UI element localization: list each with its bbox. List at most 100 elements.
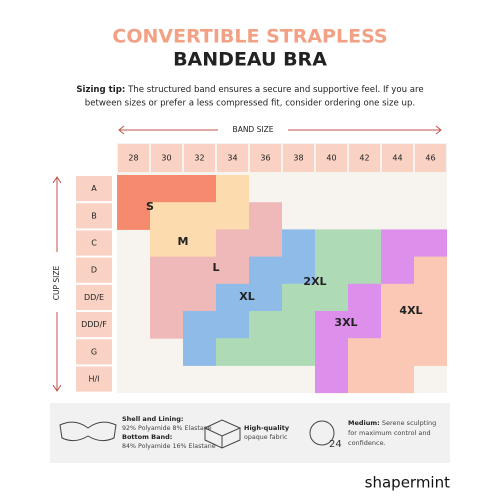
band-size: 34 [227, 154, 237, 163]
band-size: 42 [359, 154, 369, 163]
fabric-icon [203, 419, 242, 449]
tip-text: The structured band ensures a secure and… [127, 85, 424, 95]
cup-cell [76, 339, 112, 365]
shell-label: Shell and Lining: [122, 415, 183, 423]
size-region [183, 338, 216, 366]
tip-label: Sizing tip: [76, 85, 125, 95]
size-region [216, 175, 249, 203]
size-grid: 28 30 32 34 36 38 40 42 44 46 A B C D DD/E DDD/F G H/I S M L… [76, 144, 447, 394]
cup-size-label: CUP SIZE [52, 265, 61, 300]
medium-line1: Medium: Serene sculpting [348, 419, 436, 427]
icon-number: 24 [329, 439, 342, 450]
cup-size: C [91, 239, 97, 248]
band-size: 46 [425, 154, 435, 163]
footer-box [50, 403, 450, 463]
band-cell [415, 144, 446, 172]
title-line2: BANDEAU BRA [173, 49, 327, 71]
band-size: 36 [260, 154, 270, 163]
size-label: XL [239, 290, 255, 303]
band-cell [184, 144, 215, 172]
band-label: Bottom Band: [122, 433, 172, 441]
size-region [348, 365, 414, 394]
bra-icon [59, 421, 117, 442]
size-label: 3XL [334, 316, 357, 329]
size-region [381, 256, 414, 285]
size-region [315, 256, 381, 285]
size-region [249, 311, 315, 339]
cup-size: DD/E [84, 293, 104, 302]
medium-label: Medium: [348, 419, 380, 427]
size-region [183, 311, 249, 339]
cup-cell [76, 230, 112, 256]
fabric-text: opaque fabric [244, 434, 288, 441]
size-label: S [146, 200, 154, 213]
size-label: L [212, 261, 219, 274]
label-bg [51, 252, 63, 312]
band-cell [283, 144, 314, 172]
size-region [282, 283, 348, 312]
size-region [315, 338, 348, 366]
clock-icon [309, 420, 335, 446]
size-region [414, 256, 447, 285]
size-region [249, 202, 282, 230]
cup-cell [76, 176, 112, 202]
size-region [150, 311, 183, 339]
size-label: M [178, 235, 189, 248]
medium-line2: for maximum control and [348, 429, 431, 437]
size-region [348, 283, 381, 312]
band-arrow-heads [118, 125, 442, 135]
size-region [216, 283, 282, 312]
band-size: 30 [161, 154, 171, 163]
band-text: 84% Polyamide 16% Elastane [122, 443, 216, 450]
size-region [150, 283, 216, 312]
cup-arrow-heads [52, 176, 62, 392]
cup-size: G [91, 347, 97, 356]
band-size-label: BAND SIZE [233, 125, 274, 134]
cup-cell [76, 312, 112, 338]
cup-cell [76, 366, 112, 392]
size-region [315, 311, 381, 339]
size-region [381, 311, 447, 339]
label-bg [218, 124, 288, 136]
band-cell [349, 144, 380, 172]
shell-text: 92% Polyamide 8% Elastane [122, 425, 212, 432]
size-region [150, 229, 216, 258]
size-region [150, 256, 249, 285]
size-region [150, 202, 249, 230]
band-cell [151, 144, 182, 172]
size-region [117, 175, 216, 203]
size-label: 4XL [399, 304, 422, 317]
cup-cell [76, 257, 112, 283]
cup-cell [76, 203, 112, 229]
band-size: 38 [293, 154, 303, 163]
fabric-label: High-quality [244, 424, 290, 432]
cup-size: H/I [88, 375, 99, 384]
brand: shapermint [365, 474, 450, 492]
cup-cell [76, 284, 112, 310]
band-size: 40 [326, 154, 336, 163]
size-region [216, 229, 282, 258]
band-size: 44 [392, 154, 402, 163]
size-label: 2XL [303, 275, 326, 288]
title-line1: CONVERTIBLE STRAPLESS [112, 26, 387, 48]
cup-size: D [91, 266, 97, 275]
band-cell [316, 144, 347, 172]
size-region [249, 256, 315, 285]
size-region [315, 365, 348, 394]
band-cell [118, 144, 149, 172]
size-region [381, 283, 447, 312]
medium-text: Serene sculpting [382, 419, 436, 427]
size-region [381, 229, 447, 258]
band-size: 32 [194, 154, 204, 163]
size-region [117, 202, 150, 230]
cup-size: B [91, 211, 97, 220]
tip-line1: Sizing tip: The structured band ensures … [76, 85, 423, 95]
cup-size: DDD/F [81, 320, 107, 329]
tip-line2: between sizes or prefer a less compresse… [85, 99, 415, 109]
band-cell [382, 144, 413, 172]
band-cell [217, 144, 248, 172]
size-region [216, 338, 315, 366]
medium-line3: confidence. [348, 439, 386, 447]
cup-size: A [91, 184, 97, 193]
